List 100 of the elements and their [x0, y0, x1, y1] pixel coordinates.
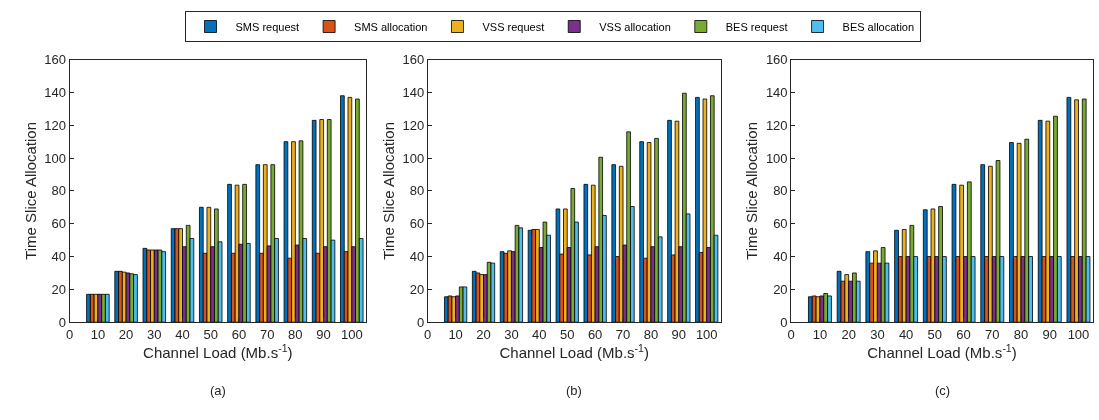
x-tick-label: 30 — [870, 326, 885, 342]
bar — [227, 183, 232, 323]
bar — [178, 228, 183, 323]
bar — [199, 206, 204, 323]
x-tick-label: 80 — [643, 326, 659, 342]
bar — [938, 206, 943, 323]
y-tick-label: 80 — [51, 183, 67, 199]
x-tick-label: 70 — [615, 326, 631, 342]
bar — [475, 272, 481, 323]
bar — [507, 250, 512, 323]
text: (b) — [566, 383, 582, 398]
y-axis-title: Time Slice Allocation — [379, 121, 397, 260]
bar — [674, 120, 680, 323]
y-tick-label: 40 — [409, 249, 425, 265]
bar — [988, 165, 993, 323]
x-tick-label: 20 — [841, 326, 856, 342]
text: (a) — [210, 383, 226, 398]
y-tick-label: 140 — [44, 85, 67, 100]
x-tick-label: 70 — [985, 326, 1000, 342]
bar — [214, 208, 219, 323]
bar — [150, 249, 155, 323]
y-tick-label: 60 — [409, 216, 425, 232]
x-tick-label: 10 — [448, 326, 463, 342]
y-tick-label: 140 — [402, 85, 425, 100]
bar — [695, 96, 700, 323]
bar — [1066, 96, 1072, 323]
y-tick-label: 20 — [773, 281, 788, 297]
bar — [1016, 142, 1022, 323]
bar — [283, 141, 289, 323]
y-tick-label: 40 — [51, 249, 67, 265]
bar — [555, 208, 561, 323]
x-tick-label: 40 — [898, 326, 914, 342]
bar — [518, 227, 523, 323]
bar — [133, 274, 138, 323]
bar — [852, 272, 857, 323]
bar — [1053, 115, 1058, 323]
bar — [1009, 142, 1014, 323]
bar — [270, 164, 276, 323]
bar — [347, 96, 353, 323]
bar — [980, 164, 986, 323]
y-tick-label: 100 — [765, 150, 788, 166]
bar — [1081, 98, 1087, 323]
x-tick-label: 60 — [231, 326, 247, 342]
bar — [815, 296, 821, 323]
bar — [654, 137, 659, 323]
y-tick-label: 100 — [402, 150, 425, 166]
y-tick-label: 60 — [51, 216, 67, 232]
x-tick-label: 90 — [671, 326, 687, 342]
bar — [626, 131, 631, 323]
x-tick-label: 30 — [504, 326, 519, 342]
bar — [894, 229, 899, 323]
legend-label: SMS allocation — [354, 20, 428, 33]
legend-label: VSS request — [482, 20, 545, 33]
bar — [646, 142, 652, 323]
bar — [340, 95, 345, 323]
x-axis-title: Channel Load (Mb.s$^{-1}$) — [143, 341, 293, 362]
bar — [490, 262, 496, 323]
x-tick-label: 40 — [532, 326, 547, 342]
bar — [827, 295, 832, 323]
bar — [105, 293, 110, 323]
legend-label: BES allocation — [842, 20, 915, 33]
bar — [93, 293, 99, 323]
bar — [479, 274, 484, 323]
bar — [966, 181, 972, 323]
bar — [591, 184, 596, 323]
x-tick-label: 100 — [1067, 326, 1090, 342]
bar — [865, 251, 871, 323]
bar — [1024, 138, 1030, 323]
bar — [462, 286, 468, 323]
y-tick-label: 160 — [44, 52, 67, 68]
x-tick-label: 20 — [118, 326, 134, 342]
bar — [542, 221, 548, 323]
x-tick-label: 100 — [340, 326, 363, 342]
y-tick-label: 0 — [780, 314, 788, 330]
x-tick-label: 80 — [1013, 326, 1029, 342]
bar — [618, 165, 624, 323]
bar — [1045, 120, 1051, 323]
y-tick-label: 80 — [773, 183, 788, 199]
y-tick-label: 20 — [51, 281, 67, 297]
y-tick-label: 120 — [402, 117, 425, 133]
bar — [444, 296, 449, 323]
y-tick-label: 120 — [44, 117, 67, 133]
bar — [995, 160, 1001, 323]
y-tick-label: 0 — [58, 314, 67, 330]
bar — [255, 164, 261, 323]
x-axis-title: Channel Load (Mb.s$^{-1}$) — [867, 341, 1017, 362]
x-tick-label: 40 — [175, 326, 190, 342]
x-tick-label: 50 — [559, 326, 575, 342]
x-tick-label: 50 — [203, 326, 218, 342]
bar — [873, 250, 878, 323]
bar — [570, 188, 576, 323]
bar — [451, 296, 457, 323]
x-tick-label: 80 — [288, 326, 303, 342]
x-tick-label: 10 — [90, 326, 106, 342]
y-tick-label: 20 — [409, 281, 425, 297]
y-tick-label: 160 — [402, 52, 425, 68]
x-tick-label: 90 — [316, 326, 331, 342]
bar — [298, 140, 304, 323]
y-tick-label: 140 — [765, 85, 788, 100]
bar — [242, 183, 247, 323]
